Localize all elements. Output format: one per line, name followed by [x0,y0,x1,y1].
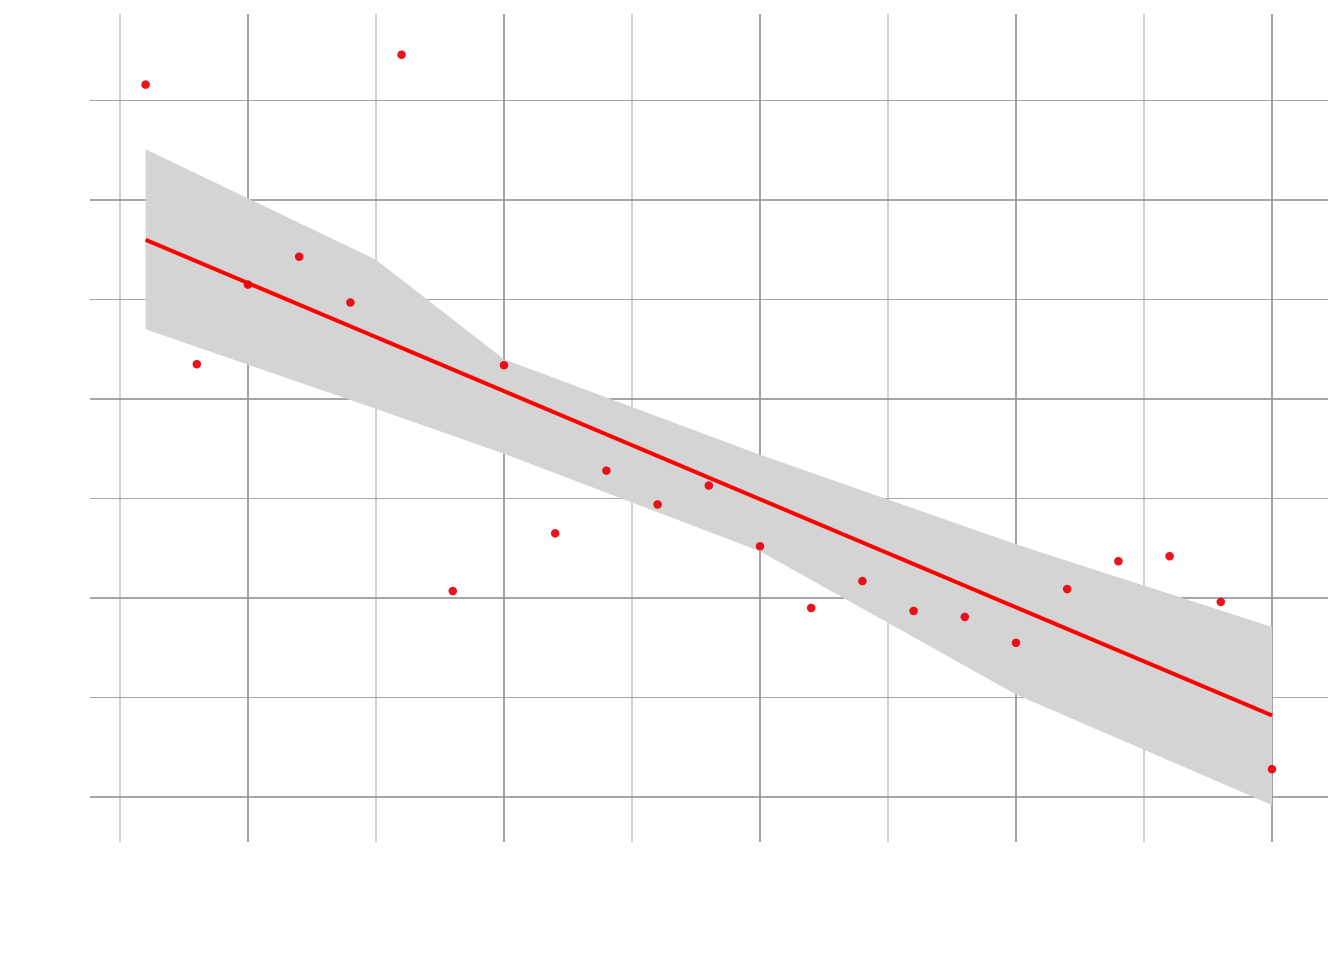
data-point [858,576,867,586]
data-point [704,481,714,490]
data-point [1011,638,1021,648]
data-point [243,280,253,289]
data-point [909,606,918,616]
data-point [1216,597,1226,607]
data-point [1165,551,1174,561]
data-points-layer [141,50,1277,774]
regression-line [144,237,1273,718]
data-point [1267,764,1277,774]
data-point [755,541,765,551]
data-point [653,500,662,509]
data-point [448,586,458,596]
data-point [550,529,560,538]
data-point [346,298,355,307]
data-point [960,612,970,622]
data-point [192,359,202,369]
data-point [1062,584,1072,594]
data-point [499,360,509,370]
data-point [806,603,816,613]
fit-line-layer [144,237,1273,718]
data-point [397,50,406,60]
data-point [294,252,304,262]
data-point [141,80,150,89]
data-point [602,466,611,475]
data-point [1114,556,1123,566]
